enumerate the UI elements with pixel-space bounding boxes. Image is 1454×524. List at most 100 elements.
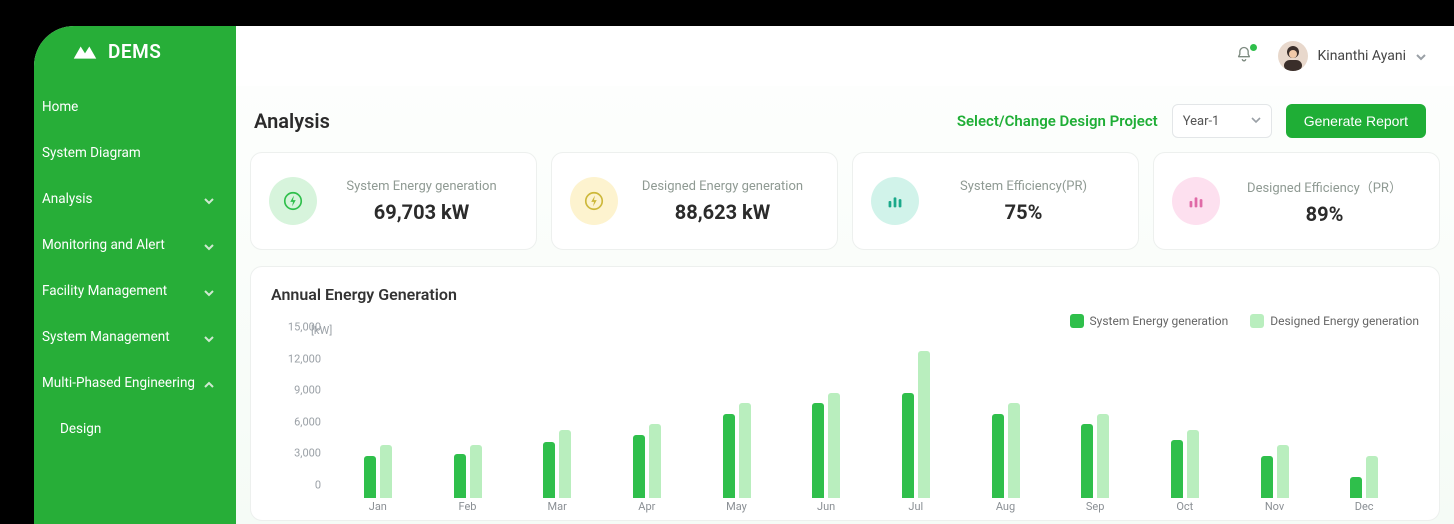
chevron-down-icon: [1251, 114, 1261, 129]
sidebar-item-analysis[interactable]: Analysis: [42, 177, 228, 221]
bar: [992, 414, 1004, 498]
main: Kinanthi Ayani Analysis Select/Change De…: [236, 26, 1454, 524]
x-label: Mar: [547, 500, 566, 513]
sidebar-item-facility-management[interactable]: Facility Management: [42, 269, 228, 313]
bar-group: [802, 393, 850, 498]
kpi-label: System Energy generation: [325, 179, 518, 194]
y-tick: 0: [315, 479, 321, 492]
kpi-row: System Energy generation 69,703 kW Designe…: [236, 152, 1454, 266]
kpi-label: System Efficiency(PR): [927, 179, 1120, 194]
sidebar-item-home[interactable]: Home: [42, 85, 228, 129]
bar: [364, 456, 376, 498]
bar: [1366, 456, 1378, 498]
chevron-down-icon: [1416, 47, 1426, 66]
user-name: Kinanthi Ayani: [1318, 48, 1407, 64]
bar-group: [623, 424, 671, 498]
kpi-text: Designed Efficiency（PR）89%: [1228, 177, 1421, 226]
annual-energy-chart-panel: Annual Energy Generation System Energy g…: [250, 266, 1440, 521]
kpi-card: System Energy generation 69,703 kW: [250, 152, 537, 250]
x-label: Jul: [908, 500, 923, 513]
chart-title: Annual Energy Generation: [271, 285, 1419, 304]
kpi-value: 75%: [927, 200, 1120, 224]
bar: [828, 393, 840, 498]
topbar: Kinanthi Ayani: [236, 26, 1454, 86]
bar-group: [444, 445, 492, 498]
x-label: Jun: [817, 500, 835, 513]
bar-group: [1251, 445, 1299, 498]
bar: [470, 445, 482, 498]
brand-logo-icon: [72, 43, 98, 61]
bar: [649, 424, 661, 498]
bar-group: [1161, 430, 1209, 498]
chart-area: [kW] 03,0006,0009,00012,00015,000 JanFeb…: [271, 330, 1419, 520]
legend-item-system: System Energy generation: [1070, 314, 1229, 328]
y-tick: 15,000: [288, 321, 321, 334]
y-tick: 9,000: [294, 384, 321, 397]
bolt-icon: [570, 177, 618, 225]
x-label: Aug: [996, 500, 1015, 513]
sidebar-item-multi-phased-engineering[interactable]: Multi-Phased Engineering: [42, 361, 228, 405]
bar-group: [982, 403, 1030, 498]
kpi-card: Designed Energy generation 88,623 kW: [551, 152, 838, 250]
bars-icon: [1172, 177, 1220, 225]
year-select[interactable]: Year-1: [1172, 104, 1272, 138]
y-tick: 6,000: [294, 415, 321, 428]
notification-dot-icon: [1250, 44, 1257, 51]
bar: [723, 414, 735, 498]
chevron-down-icon: [204, 194, 214, 204]
x-label: Apr: [638, 500, 655, 513]
sidebar: DEMS Home System Diagram Analysis Monitorin…: [34, 26, 236, 524]
x-label: Nov: [1265, 500, 1284, 513]
brand: DEMS: [34, 40, 236, 83]
bolt-icon: [269, 177, 317, 225]
page-header: Analysis Select/Change Design Project Ye…: [236, 86, 1454, 152]
kpi-text: Designed Energy generation 88,623 kW: [626, 179, 819, 224]
sidebar-item-system-diagram[interactable]: System Diagram: [42, 131, 228, 175]
y-tick: 3,000: [294, 447, 321, 460]
legend-item-designed: Designed Energy generation: [1250, 314, 1419, 328]
bar: [380, 445, 392, 498]
notifications-button[interactable]: [1234, 45, 1256, 67]
bar: [1350, 477, 1362, 498]
x-label: Sep: [1086, 500, 1105, 513]
year-select-value: Year-1: [1183, 114, 1220, 129]
bar: [1171, 440, 1183, 498]
kpi-value: 88,623 kW: [626, 200, 819, 224]
sidebar-subitem-design[interactable]: Design: [60, 407, 228, 451]
bar: [739, 403, 751, 498]
bar-group: [713, 403, 761, 498]
sidebar-item-monitoring-and-alert[interactable]: Monitoring and Alert: [42, 223, 228, 267]
legend-label: System Energy generation: [1090, 314, 1229, 328]
kpi-value: 69,703 kW: [325, 200, 518, 224]
bar: [812, 403, 824, 498]
bar-group: [354, 445, 402, 498]
bar: [1261, 456, 1273, 498]
sidebar-item-label: Home: [42, 99, 78, 115]
brand-name: DEMS: [108, 40, 161, 63]
select-project-link[interactable]: Select/Change Design Project: [957, 112, 1158, 130]
bar: [1097, 414, 1109, 498]
bar-group: [1071, 414, 1119, 498]
bar-group: [533, 430, 581, 498]
kpi-text: System Efficiency(PR) 75%: [927, 179, 1120, 224]
sidebar-item-label: Monitoring and Alert: [42, 237, 165, 253]
chevron-down-icon: [204, 332, 214, 342]
sidebar-item-system-management[interactable]: System Management: [42, 315, 228, 359]
avatar: [1278, 41, 1308, 71]
x-label: Dec: [1355, 500, 1374, 513]
x-label: Feb: [459, 500, 477, 513]
x-label: Jan: [369, 500, 387, 513]
kpi-text: System Energy generation 69,703 kW: [325, 179, 518, 224]
user-menu[interactable]: Kinanthi Ayani: [1278, 41, 1427, 71]
bar: [543, 442, 555, 498]
kpi-value: 89%: [1228, 202, 1421, 226]
legend-swatch-icon: [1250, 314, 1264, 328]
bar-group: [892, 351, 940, 498]
bar: [633, 435, 645, 498]
chevron-down-icon: [204, 240, 214, 250]
kpi-label: Designed Energy generation: [626, 179, 819, 194]
x-label: May: [726, 500, 747, 513]
sidebar-item-label: System Diagram: [42, 145, 141, 161]
sidebar-item-label: Multi-Phased Engineering: [42, 375, 195, 391]
generate-report-button[interactable]: Generate Report: [1286, 104, 1426, 138]
